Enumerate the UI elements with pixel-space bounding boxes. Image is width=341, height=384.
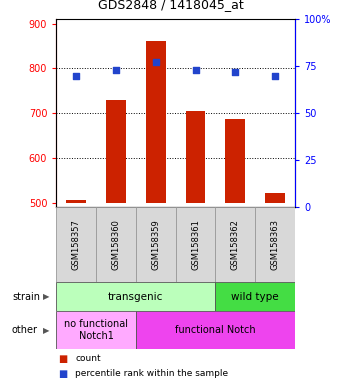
Text: no functional
Notch1: no functional Notch1 [64,319,128,341]
Text: GSM158361: GSM158361 [191,219,200,270]
Text: GSM158359: GSM158359 [151,219,160,270]
Bar [66,200,86,203]
Bar [146,41,166,203]
Bar [265,193,285,203]
Bar [225,119,245,203]
Bar [176,207,216,282]
Bar [216,282,295,311]
Bar [106,100,126,203]
Text: other: other [12,325,38,335]
Text: strain: strain [12,291,40,302]
Text: functional Notch: functional Notch [175,325,256,335]
Text: wild type: wild type [232,291,279,302]
Bar [56,282,216,311]
Point [153,60,159,66]
Text: count: count [75,354,101,363]
Text: ▶: ▶ [43,326,49,335]
Bar [186,111,205,203]
Bar [136,207,176,282]
Text: GSM158360: GSM158360 [112,219,120,270]
Text: transgenic: transgenic [108,291,164,302]
Text: GSM158362: GSM158362 [231,219,240,270]
Point [233,69,238,75]
Text: GDS2848 / 1418045_at: GDS2848 / 1418045_at [98,0,243,12]
Text: ■: ■ [58,369,67,379]
Bar [56,311,136,349]
Bar [136,311,295,349]
Point [272,73,278,79]
Text: ▶: ▶ [43,292,49,301]
Bar [96,207,136,282]
Bar [56,207,96,282]
Text: GSM158357: GSM158357 [72,219,81,270]
Point [193,67,198,73]
Text: ■: ■ [58,354,67,364]
Bar [216,207,255,282]
Text: percentile rank within the sample: percentile rank within the sample [75,369,228,378]
Point [73,73,79,79]
Bar [255,207,295,282]
Point [113,67,119,73]
Text: GSM158363: GSM158363 [270,219,280,270]
